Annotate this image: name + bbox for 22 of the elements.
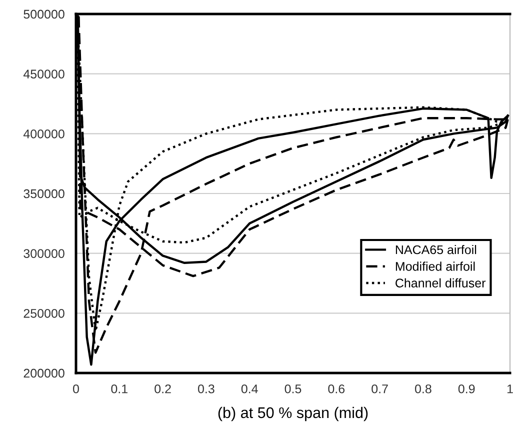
x-axis-title: (b) at 50 % span (mid) — [218, 406, 368, 422]
x-tick-label: 0.5 — [284, 384, 302, 394]
y-tick-label: 400000 — [23, 129, 64, 138]
x-tick-label: 0.9 — [458, 384, 475, 394]
y-tick-label: 450000 — [23, 70, 64, 78]
y-tick-label: 350000 — [24, 189, 64, 198]
x-tick-label: 0.7 — [372, 384, 388, 394]
x-tick-label: 0.3 — [198, 384, 214, 394]
legend-label: Modified airfoil — [396, 262, 475, 271]
x-tick-label: 0 — [73, 384, 79, 394]
y-tick-label: 300000 — [24, 249, 64, 258]
x-tick-label: 0.6 — [328, 384, 345, 394]
x-tick-label: 0.4 — [241, 384, 258, 394]
legend-label: Channel diffuser — [396, 278, 486, 288]
x-tick-label: 0.8 — [415, 384, 432, 394]
x-tick-label: 0.1 — [111, 384, 128, 394]
x-tick-label: 1 — [507, 384, 513, 394]
legend-label: NACA65 airfoil — [396, 244, 476, 254]
x-tick-label: 0.2 — [154, 384, 171, 394]
y-tick-label: 200000 — [24, 368, 64, 378]
y-tick-label: 500000 — [24, 10, 64, 19]
y-tick-label: 250000 — [24, 308, 64, 318]
